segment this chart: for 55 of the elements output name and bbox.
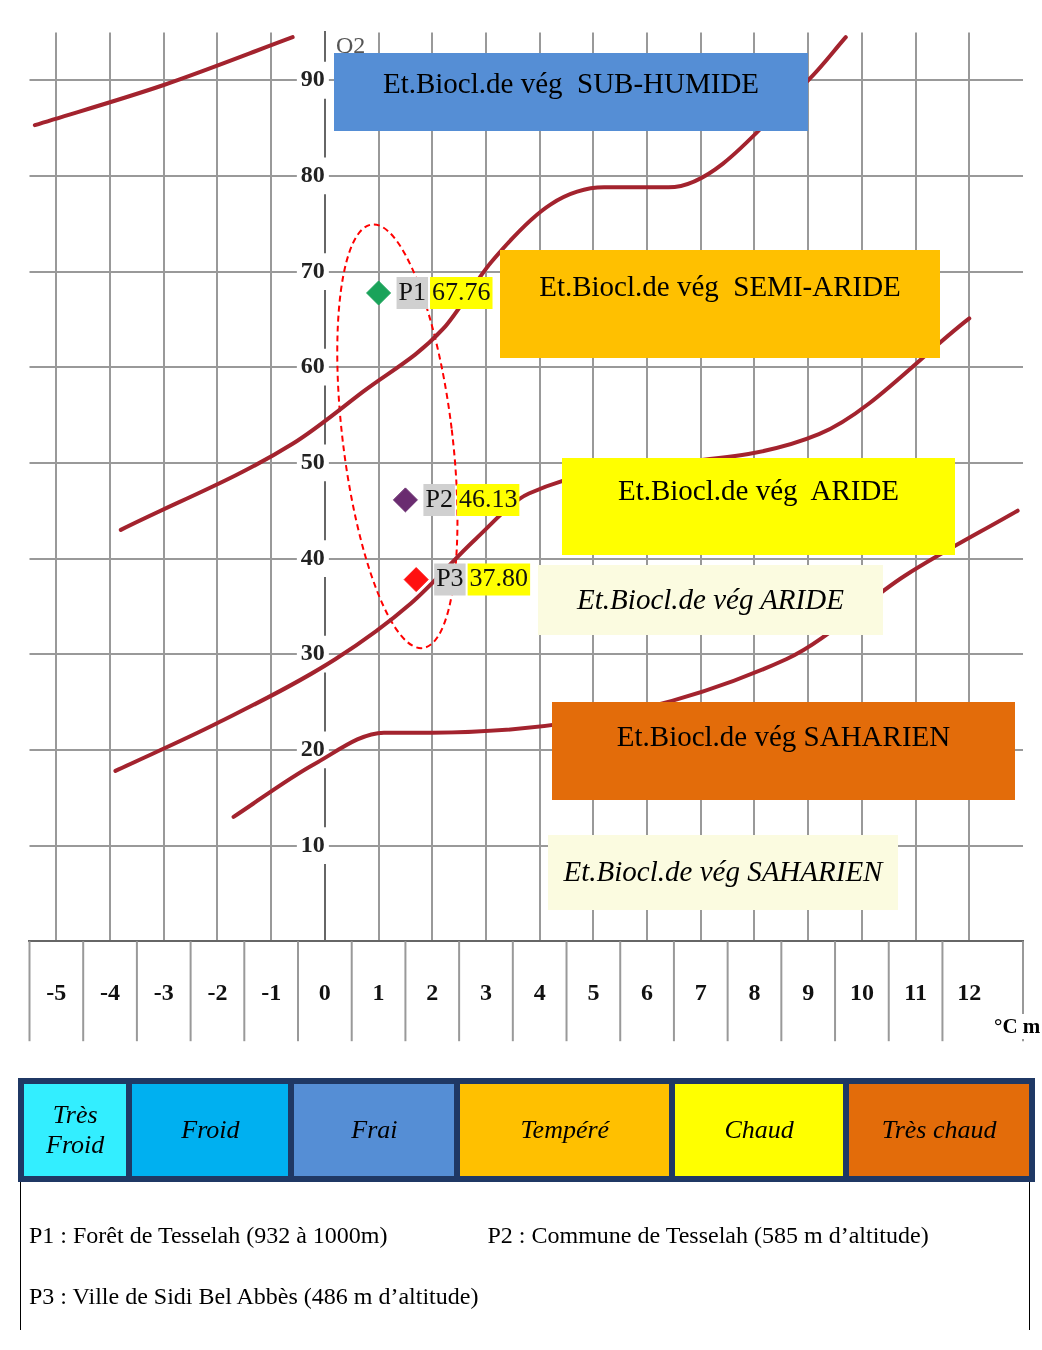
text: Froid <box>181 1115 240 1145</box>
y-tick-label: 80 <box>300 161 325 188</box>
x-tick-label: 9 <box>802 978 815 1005</box>
text: Chaud <box>724 1115 794 1145</box>
data-label: 37.80 <box>469 563 529 593</box>
label-box: Et.Biocl.de vég SUB-HUMIDE <box>334 53 808 131</box>
text: Très Froid <box>45 1100 106 1160</box>
x-tick-label: 10 <box>849 978 874 1005</box>
data-label: 46.13 <box>458 483 518 513</box>
x-tick-label: -2 <box>207 978 228 1005</box>
y-tick-label: 10 <box>300 830 325 857</box>
series-label: P1 <box>398 276 427 306</box>
annotation: Et.Biocl.de vég ARIDE <box>617 474 900 506</box>
x-tick-label: 4 <box>533 978 546 1005</box>
x-tick-label: 5 <box>587 978 600 1005</box>
x-tick-label: 2 <box>426 978 439 1005</box>
x-tick-label: 8 <box>748 978 761 1005</box>
label-box: Et.Biocl.de vég SAHARIEN <box>548 835 898 910</box>
data-label: 67.76 <box>432 276 491 306</box>
x-tick-label: -4 <box>100 978 121 1005</box>
text: Tempéré <box>520 1115 610 1145</box>
y-tick-label: 30 <box>300 639 325 666</box>
y-tick-label: 90 <box>300 65 325 92</box>
annotation: Et.Biocl.de vég ARIDE <box>577 583 844 615</box>
y-tick-label: 20 <box>300 735 325 762</box>
x-tick-label: 12 <box>957 978 982 1005</box>
label-box: Et.Biocl.de vég SEMI-ARIDE <box>500 250 940 358</box>
x-tick-label: -3 <box>153 978 174 1005</box>
label-box: Et.Biocl.de vég ARIDE <box>538 565 883 635</box>
x-tick-label: 0 <box>318 978 331 1005</box>
annotation: Et.Biocl.de vég SUB-HUMIDE <box>382 67 760 99</box>
text: P2 : Commune de Tesselah (585 m d’altitude) <box>487 1222 929 1249</box>
text: P1 : Forêt de Tesselah (932 à 1000m) <box>29 1222 388 1249</box>
x-tick-label: 7 <box>694 978 707 1005</box>
x-tick-label: 3 <box>479 978 492 1005</box>
text: Très chaud <box>881 1115 997 1145</box>
x-tick-label: -5 <box>46 978 67 1005</box>
label-box: Et.Biocl.de vég SAHARIEN <box>552 702 1015 800</box>
annotation: Et.Biocl.de vég SAHARIEN <box>616 720 951 752</box>
label-box: Et.Biocl.de vég ARIDE <box>562 458 955 555</box>
x-tick-label: 6 <box>641 978 654 1005</box>
x-tick-label: -1 <box>261 978 282 1005</box>
series-label: P3 <box>436 563 464 593</box>
text: P3 : Ville de Sidi Bel Abbès (486 m d’altitude) <box>29 1283 479 1310</box>
y-tick-label: 50 <box>300 448 325 475</box>
y-tick-label: 70 <box>300 256 325 283</box>
text: Frai <box>351 1115 398 1145</box>
y-tick-label: 60 <box>300 352 325 379</box>
annotation: Et.Biocl.de vég SAHARIEN <box>563 855 883 887</box>
x-axis-title: °C m <box>994 1014 1041 1039</box>
series-label: P2 <box>425 483 453 513</box>
x-tick-label: 11 <box>904 978 927 1005</box>
x-tick-label: 1 <box>372 978 385 1005</box>
y-tick-label: 40 <box>300 543 325 570</box>
annotation: Et.Biocl.de vég SEMI-ARIDE <box>539 270 901 302</box>
